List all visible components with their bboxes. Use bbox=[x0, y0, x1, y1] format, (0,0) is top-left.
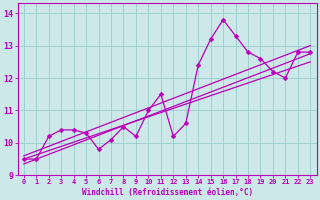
X-axis label: Windchill (Refroidissement éolien,°C): Windchill (Refroidissement éolien,°C) bbox=[82, 188, 253, 197]
